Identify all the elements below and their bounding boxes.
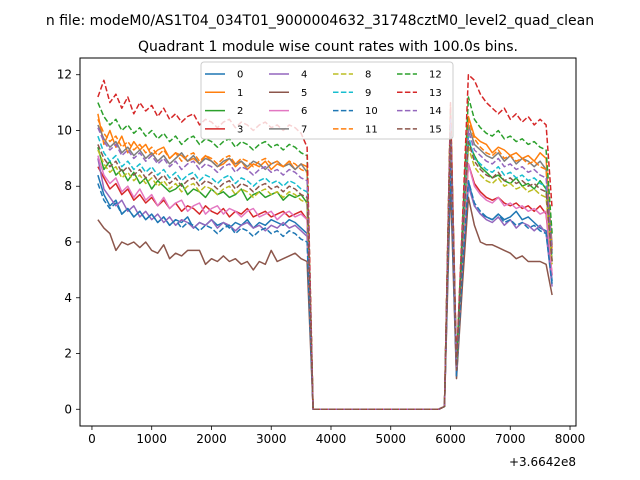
x-tick-label: 8000	[555, 432, 586, 446]
x-tick-label: 3000	[256, 432, 287, 446]
x-tick-label: 0	[88, 432, 96, 446]
series-line-8	[97, 135, 553, 411]
legend-label-14: 14	[429, 106, 442, 117]
figure-suptitle: n file: modeM0/AS1T04_034T01_9000004632_…	[46, 13, 594, 29]
legend-label-7: 7	[301, 124, 307, 135]
legend-label-6: 6	[301, 106, 307, 117]
y-tick-label: 0	[64, 402, 72, 416]
legend-label-0: 0	[237, 70, 243, 81]
x-tick-label: 1000	[136, 432, 167, 446]
y-tick-label: 8	[64, 179, 72, 193]
legend-label-2: 2	[237, 106, 243, 117]
x-axis-offset-label: +3.6642e8	[509, 455, 576, 469]
y-tick-label: 6	[64, 235, 72, 249]
series-line-15	[97, 132, 553, 411]
y-axis: 0 2 4 6 8 10 12	[57, 68, 80, 416]
series-line-13	[97, 73, 553, 411]
legend-label-12: 12	[429, 70, 442, 81]
x-axis: 0 1000 2000 3000 4000 5000 6000 7000 8000	[88, 426, 585, 446]
y-tick-label: 2	[64, 347, 72, 361]
y-tick-label: 4	[64, 291, 72, 305]
chart-title: Quadrant 1 module wise count rates with …	[138, 39, 518, 55]
legend-label-9: 9	[365, 88, 371, 99]
legend-label-11: 11	[365, 124, 378, 135]
x-tick-label: 5000	[375, 432, 406, 446]
legend-label-13: 13	[429, 88, 442, 99]
legend-label-8: 8	[365, 70, 371, 81]
legend-label-3: 3	[237, 124, 243, 135]
legend-label-1: 1	[237, 88, 243, 99]
y-tick-label: 12	[57, 68, 72, 82]
legend-box	[200, 61, 454, 140]
series-layer	[97, 73, 553, 411]
y-tick-label: 10	[57, 123, 72, 137]
legend-label-15: 15	[429, 124, 442, 135]
x-tick-label: 2000	[196, 432, 227, 446]
x-tick-label: 6000	[435, 432, 466, 446]
series-line-10	[97, 163, 553, 411]
legend-label-10: 10	[365, 106, 378, 117]
x-tick-label: 4000	[316, 432, 347, 446]
series-line-12	[97, 96, 553, 411]
x-tick-label: 7000	[495, 432, 526, 446]
legend-label-5: 5	[301, 88, 307, 99]
legend-label-4: 4	[301, 70, 307, 81]
